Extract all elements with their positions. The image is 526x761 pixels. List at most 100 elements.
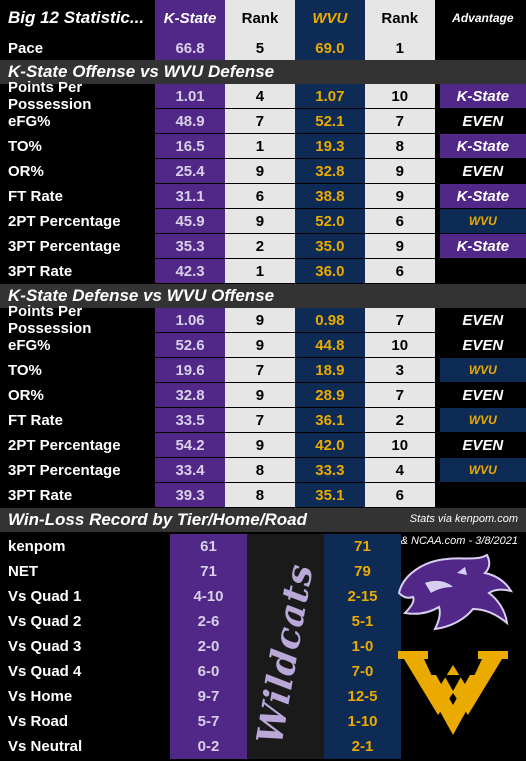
advantage-badge: EVEN bbox=[462, 436, 504, 454]
record-kstate: 9-7 bbox=[197, 687, 220, 705]
wvu-value: 36.0 bbox=[294, 259, 365, 283]
kstate-rank: 6 bbox=[225, 184, 295, 208]
record-wvu: 71 bbox=[354, 537, 371, 555]
kstate-value: 33.4 bbox=[155, 458, 225, 482]
stat-label: 2PT Percentage bbox=[8, 436, 121, 454]
wvu-value: 28.9 bbox=[294, 383, 365, 407]
advantage-badge: K-State bbox=[439, 184, 526, 208]
kstate-value: 19.6 bbox=[155, 358, 225, 382]
kstate-rank: 8 bbox=[225, 483, 295, 507]
kstate-rank: 8 bbox=[225, 458, 295, 482]
page-title: Big 12 Statistic... bbox=[8, 8, 145, 27]
stat-label: FT Rate bbox=[8, 187, 64, 205]
stat-row: 3PT Rate 39.3 8 35.1 6 bbox=[0, 483, 526, 507]
kstate-rank: 9 bbox=[225, 333, 295, 357]
stat-row: Points Per Possession 1.06 9 0.98 7 EVEN bbox=[0, 303, 526, 337]
stat-label: eFG% bbox=[8, 112, 51, 130]
credit-line-2: & NCAA.com - 3/8/2021 bbox=[400, 535, 518, 547]
advantage-badge: EVEN bbox=[462, 386, 504, 404]
wvu-rank: 4 bbox=[364, 458, 435, 482]
advantage-badge: WVU bbox=[439, 408, 526, 432]
record-label: Vs Quad 2 bbox=[8, 612, 82, 630]
pace-advantage bbox=[440, 36, 526, 60]
advantage-badge: K-State bbox=[439, 134, 526, 158]
kstate-rank: 9 bbox=[225, 308, 295, 332]
record-label: kenpom bbox=[8, 537, 66, 555]
pace-kstate-rank: 5 bbox=[225, 36, 295, 60]
kstate-rank: 7 bbox=[225, 408, 295, 432]
kstate-rank: 1 bbox=[225, 134, 295, 158]
header-rank-wvu: Rank bbox=[364, 0, 435, 36]
flying-wv-logo bbox=[398, 651, 508, 735]
wvu-value: 35.1 bbox=[294, 483, 365, 507]
advantage-badge: WVU bbox=[439, 209, 526, 233]
kstate-rank: 9 bbox=[225, 159, 295, 183]
record-kstate: 4-10 bbox=[193, 587, 224, 605]
kstate-value: 32.8 bbox=[155, 383, 225, 407]
wvu-value: 32.8 bbox=[294, 159, 365, 183]
wvu-rank: 10 bbox=[364, 433, 435, 457]
wvu-rank: 2 bbox=[364, 408, 435, 432]
record-label: Vs Road bbox=[8, 712, 69, 730]
kstate-value: 35.3 bbox=[155, 234, 225, 258]
header-wvu: WVU bbox=[294, 0, 365, 36]
kstate-value: 33.5 bbox=[155, 408, 225, 432]
stat-label: TO% bbox=[8, 361, 42, 379]
record-label: Vs Neutral bbox=[8, 737, 83, 755]
kstate-rank: 7 bbox=[225, 358, 295, 382]
header-advantage: Advantage bbox=[452, 11, 514, 25]
wildcats-script-logo: Wildcats bbox=[248, 560, 322, 748]
kstate-value: 1.01 bbox=[155, 84, 225, 108]
wvu-rank: 6 bbox=[364, 483, 435, 507]
record-wvu: 79 bbox=[354, 562, 371, 580]
stat-label: TO% bbox=[8, 137, 42, 155]
wvu-value: 19.3 bbox=[294, 134, 365, 158]
record-label: Vs Quad 1 bbox=[8, 587, 82, 605]
kstate-rank: 4 bbox=[225, 84, 295, 108]
kstate-rank: 7 bbox=[225, 109, 295, 133]
wvu-value: 42.0 bbox=[294, 433, 365, 457]
record-kstate: 2-0 bbox=[197, 637, 220, 655]
stat-row: 2PT Percentage 54.2 9 42.0 10 EVEN bbox=[0, 433, 526, 457]
wvu-rank: 9 bbox=[364, 159, 435, 183]
kstate-rank: 9 bbox=[225, 383, 295, 407]
stat-label: OR% bbox=[8, 162, 44, 180]
wvu-value: 18.9 bbox=[294, 358, 365, 382]
header-rank-kstate: Rank bbox=[225, 0, 295, 36]
wvu-value: 36.1 bbox=[294, 408, 365, 432]
kstate-value: 1.06 bbox=[155, 308, 225, 332]
wvu-rank: 6 bbox=[364, 259, 435, 283]
stat-row: eFG% 52.6 9 44.8 10 EVEN bbox=[0, 333, 526, 357]
kstate-rank: 2 bbox=[225, 234, 295, 258]
stat-label: 3PT Percentage bbox=[8, 237, 121, 255]
record-kstate: 61 bbox=[200, 537, 217, 555]
record-wvu: 2-15 bbox=[347, 587, 378, 605]
kstate-value: 48.9 bbox=[155, 109, 225, 133]
record-kstate: 5-7 bbox=[197, 712, 220, 730]
wvu-rank: 7 bbox=[364, 308, 435, 332]
wvu-value: 52.0 bbox=[294, 209, 365, 233]
record-kstate: 71 bbox=[200, 562, 217, 580]
kstate-value: 42.3 bbox=[155, 259, 225, 283]
kstate-rank: 9 bbox=[225, 433, 295, 457]
stat-row: 3PT Percentage 35.3 2 35.0 9 K-State bbox=[0, 234, 526, 258]
kstate-value: 25.4 bbox=[155, 159, 225, 183]
stat-label: Points Per Possession bbox=[8, 303, 92, 337]
stat-label: 2PT Percentage bbox=[8, 212, 121, 230]
pace-row: Pace 66.8 5 69.0 1 bbox=[0, 36, 526, 60]
pace-kstate: 66.8 bbox=[155, 36, 225, 60]
wvu-rank: 9 bbox=[364, 234, 435, 258]
stat-row: Points Per Possession 1.01 4 1.07 10 K-State bbox=[0, 79, 526, 113]
stat-row: 2PT Percentage 45.9 9 52.0 6 WVU bbox=[0, 209, 526, 233]
advantage-badge: K-State bbox=[439, 234, 526, 258]
pace-wvu: 69.0 bbox=[294, 36, 365, 60]
wvu-value: 44.8 bbox=[294, 333, 365, 357]
record-kstate: 2-6 bbox=[197, 612, 220, 630]
record-wvu: 1-0 bbox=[351, 637, 374, 655]
powercat-logo bbox=[397, 553, 514, 631]
record-kstate: 0-2 bbox=[197, 737, 220, 755]
wvu-value: 1.07 bbox=[294, 84, 365, 108]
stat-label: 3PT Rate bbox=[8, 262, 73, 280]
advantage-badge: K-State bbox=[439, 84, 526, 108]
